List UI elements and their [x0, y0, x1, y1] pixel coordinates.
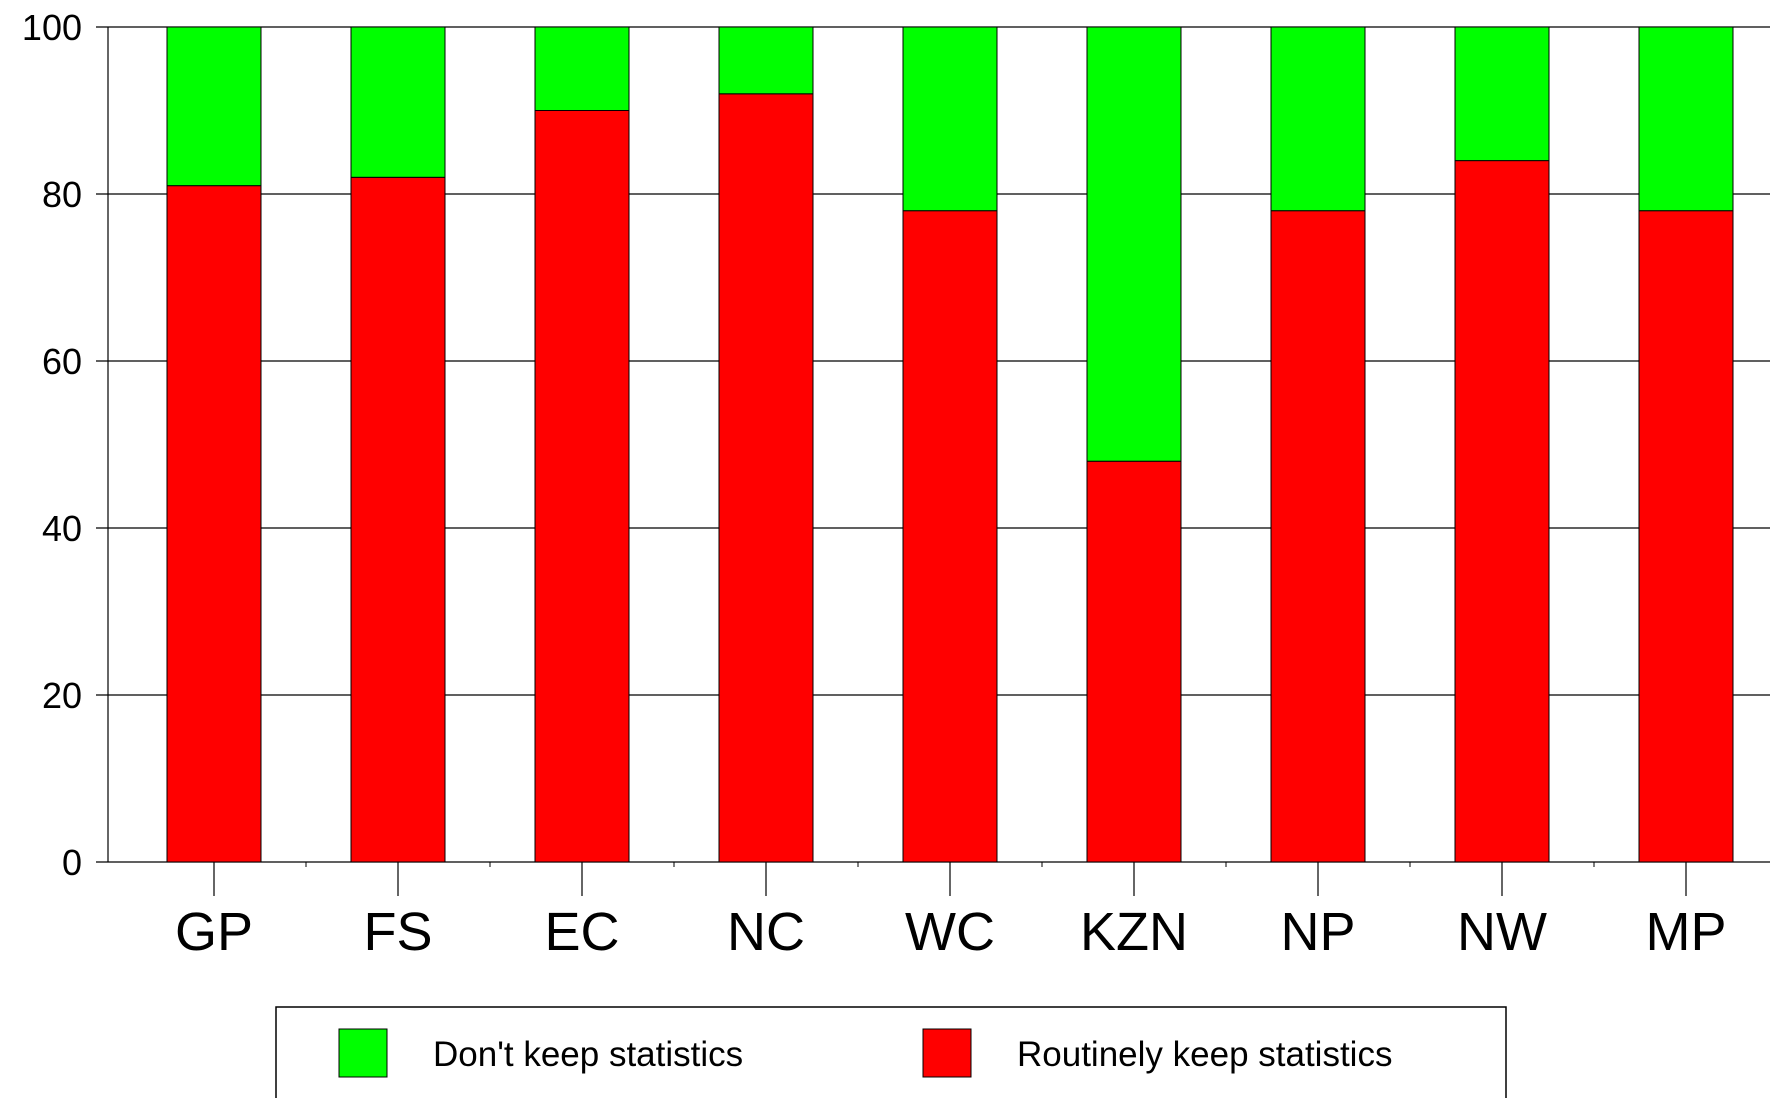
bar-gp-dont-keep: [166, 26, 262, 187]
y-tick-label: 20: [42, 675, 82, 716]
legend-box: [275, 1006, 1507, 1098]
bar-fs-dont-keep: [350, 26, 446, 178]
y-tick-label: 0: [62, 842, 82, 883]
bar-wc-dont-keep: [902, 26, 998, 212]
bar-ec-routinely-keep: [534, 110, 630, 863]
bar-kzn-dont-keep: [1086, 26, 1182, 462]
bar-np-dont-keep: [1270, 26, 1366, 212]
x-tick-label-mp: MP: [1646, 902, 1727, 962]
bar-wc-routinely-keep: [902, 210, 998, 863]
x-tick-label-kzn: KZN: [1080, 902, 1188, 962]
bar-gp-routinely-keep: [166, 185, 262, 863]
y-tick-label: 40: [42, 508, 82, 549]
bar-nc-dont-keep: [718, 26, 814, 95]
x-tick-label-fs: FS: [363, 902, 432, 962]
bar-nc-routinely-keep: [718, 93, 814, 863]
bar-mp-routinely-keep: [1638, 210, 1734, 863]
legend-label-routinely-keep: Routinely keep statistics: [1017, 1035, 1392, 1074]
bar-fs-routinely-keep: [350, 176, 446, 863]
x-tick-label-np: NP: [1280, 902, 1355, 962]
x-tick-label-gp: GP: [175, 902, 253, 962]
bar-kzn-routinely-keep: [1086, 460, 1182, 863]
axes: 0 20 40 60 80 100 GP FS EC NC WC KZN NP NW MP: [22, 7, 1727, 962]
bar-np-routinely-keep: [1270, 210, 1366, 863]
bar-mp-dont-keep: [1638, 26, 1734, 212]
x-tick-label-ec: EC: [544, 902, 619, 962]
y-tick-label: 100: [22, 7, 82, 48]
legend-swatch-dont-keep: [338, 1028, 388, 1078]
legend-label-dont-keep: Don't keep statistics: [433, 1035, 743, 1074]
x-tick-label-nc: NC: [727, 902, 805, 962]
legend-swatch-routinely-keep: [922, 1028, 972, 1078]
x-tick-label-nw: NW: [1457, 902, 1547, 962]
bar-nw-routinely-keep: [1454, 160, 1550, 863]
bars: [166, 26, 1734, 863]
y-tick-label: 80: [42, 174, 82, 215]
y-tick-label: 60: [42, 341, 82, 382]
legend: Don't keep statistics Routinely keep sta…: [275, 1006, 1507, 1098]
bar-nw-dont-keep: [1454, 26, 1550, 162]
x-tick-label-wc: WC: [905, 902, 995, 962]
bar-ec-dont-keep: [534, 26, 630, 111]
